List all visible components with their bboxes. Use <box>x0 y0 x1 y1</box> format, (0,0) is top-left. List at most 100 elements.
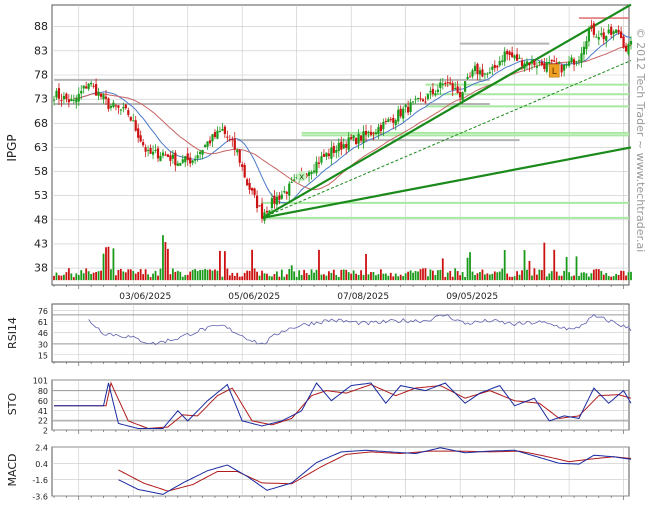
volume-bar <box>275 271 278 281</box>
volume-bar <box>102 253 105 281</box>
volume-bar <box>503 250 506 281</box>
rsi-y-label: RSI14 <box>6 317 19 349</box>
candle-body <box>572 59 576 65</box>
candle-body <box>67 99 70 103</box>
candle-body <box>567 61 571 66</box>
volume-bar <box>444 276 447 281</box>
candle-body <box>65 93 68 100</box>
y-tick-label: 63 <box>34 141 48 154</box>
candle-body <box>372 132 375 134</box>
volume-bar <box>280 269 283 281</box>
candle-body <box>454 87 457 89</box>
candle-body <box>488 72 491 74</box>
candle-body <box>600 33 603 35</box>
candle-body <box>312 170 316 173</box>
volume-bar <box>583 272 585 281</box>
volume-bar <box>162 235 164 281</box>
y-tick-label: 41 <box>38 407 48 416</box>
candle-body <box>285 191 288 194</box>
candle-body <box>377 127 380 134</box>
volume-bar <box>271 276 273 281</box>
candle-body <box>203 145 207 148</box>
candle-body <box>137 128 140 138</box>
volume-bar <box>72 277 75 281</box>
volume-bar <box>471 271 474 281</box>
volume-bar <box>570 276 573 281</box>
volume-bar <box>402 276 405 281</box>
candle-body <box>169 155 172 161</box>
volume-bar <box>171 268 174 281</box>
volume-bar <box>63 274 65 281</box>
candle-body <box>87 83 90 89</box>
candle-body <box>142 142 145 146</box>
volume-bar <box>600 271 603 281</box>
volume-bar <box>424 268 427 281</box>
volume-bar <box>209 269 211 281</box>
volume-bar <box>266 273 268 281</box>
candle-body <box>419 98 422 100</box>
candle-body <box>444 83 447 85</box>
volume-bar <box>263 273 266 281</box>
volume-bar <box>607 276 610 281</box>
y-tick-label: -1.6 <box>32 476 48 485</box>
candle-body <box>70 98 73 102</box>
candle-body <box>62 95 66 100</box>
volume-bar <box>521 270 523 281</box>
volume-bar <box>75 273 78 281</box>
volume-bar <box>251 249 254 281</box>
candle-body <box>151 151 155 155</box>
volume-bar <box>350 273 353 281</box>
candle-body <box>112 102 115 107</box>
volume-bar <box>179 271 182 281</box>
volume-bar <box>132 270 135 281</box>
y-tick-label: 83 <box>34 44 48 57</box>
volume-bar <box>194 269 197 281</box>
volume-bar <box>340 269 343 281</box>
candle-body <box>595 36 598 38</box>
candle-body <box>327 153 330 156</box>
volume-bar <box>92 272 95 281</box>
volume-bar <box>563 270 566 281</box>
x-date-label: 07/08/2025 <box>337 292 389 302</box>
volume-bar <box>407 271 410 281</box>
volume-bar <box>211 270 214 281</box>
candle-body <box>223 126 226 134</box>
candle-body <box>77 93 80 102</box>
volume-bar <box>531 275 533 281</box>
candle-body <box>493 64 496 68</box>
candle-body <box>416 97 420 99</box>
macd-grid <box>52 446 629 500</box>
volume-bar <box>370 272 372 281</box>
volume-bar <box>367 274 370 281</box>
volume-bar <box>285 274 288 281</box>
volume-bar <box>184 275 187 281</box>
volume-bar <box>481 269 484 281</box>
candle-body <box>290 181 293 183</box>
volume-bar <box>214 269 216 281</box>
candle-body <box>90 82 93 85</box>
candle-body <box>94 84 98 96</box>
price-y-label: IPGP <box>5 134 19 161</box>
volume-bar <box>404 273 407 281</box>
candle-body <box>307 172 311 176</box>
y-tick-label: 61 <box>38 318 48 327</box>
candle-body <box>275 196 278 205</box>
candlesticks <box>52 19 633 224</box>
volume-bar <box>597 269 600 281</box>
volume-bar <box>65 272 68 281</box>
volume-bar <box>97 271 100 281</box>
volume-bar <box>60 275 63 281</box>
candle-body <box>550 59 553 62</box>
candle-body <box>278 195 281 200</box>
candle-body <box>147 150 150 152</box>
volume-bar <box>501 268 504 281</box>
candle-body <box>411 101 415 103</box>
candle-body <box>226 136 229 138</box>
volume-bar <box>236 272 239 281</box>
volume-bar <box>526 269 528 281</box>
volume-bar <box>127 269 130 281</box>
volume-bar <box>226 268 229 281</box>
volume-bar <box>345 269 348 281</box>
candle-body <box>362 131 365 144</box>
volume-bar <box>379 269 382 281</box>
